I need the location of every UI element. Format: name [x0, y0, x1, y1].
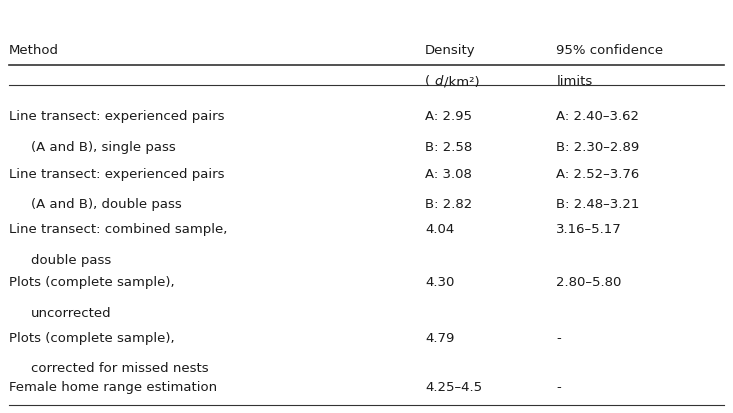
Text: A: 2.40–3.62: A: 2.40–3.62 [556, 110, 639, 123]
Text: d: d [435, 75, 443, 88]
Text: B: 2.48–3.21: B: 2.48–3.21 [556, 198, 640, 211]
Text: 4.79: 4.79 [425, 332, 454, 344]
Text: A: 2.52–3.76: A: 2.52–3.76 [556, 168, 640, 180]
Text: (A and B), double pass: (A and B), double pass [31, 198, 181, 211]
Text: Method: Method [9, 45, 59, 57]
Text: uncorrected: uncorrected [31, 307, 111, 320]
Text: Line transect: experienced pairs: Line transect: experienced pairs [9, 168, 224, 180]
Text: 4.30: 4.30 [425, 276, 454, 289]
Text: Line transect: experienced pairs: Line transect: experienced pairs [9, 110, 224, 123]
Text: A: 2.95: A: 2.95 [425, 110, 472, 123]
Text: (: ( [425, 75, 430, 88]
Text: 4.04: 4.04 [425, 223, 454, 236]
Text: Density: Density [425, 45, 476, 57]
Text: B: 2.30–2.89: B: 2.30–2.89 [556, 141, 640, 154]
Text: B: 2.82: B: 2.82 [425, 198, 472, 211]
Text: A: 3.08: A: 3.08 [425, 168, 472, 180]
Text: Line transect: combined sample,: Line transect: combined sample, [9, 223, 227, 236]
Text: Plots (complete sample),: Plots (complete sample), [9, 276, 174, 289]
Text: -: - [556, 381, 561, 394]
Text: 3.16–5.17: 3.16–5.17 [556, 223, 622, 236]
Text: (A and B), single pass: (A and B), single pass [31, 141, 175, 154]
Text: B: 2.58: B: 2.58 [425, 141, 472, 154]
Text: corrected for missed nests: corrected for missed nests [31, 362, 208, 375]
Text: 2.80–5.80: 2.80–5.80 [556, 276, 622, 289]
Text: Female home range estimation: Female home range estimation [9, 381, 217, 394]
Text: 4.25–4.5: 4.25–4.5 [425, 381, 482, 394]
Text: -: - [556, 332, 561, 344]
Text: /km²): /km²) [444, 75, 479, 88]
Text: double pass: double pass [31, 254, 111, 267]
Text: 95% confidence: 95% confidence [556, 45, 663, 57]
Text: Plots (complete sample),: Plots (complete sample), [9, 332, 174, 344]
Text: limits: limits [556, 75, 592, 88]
